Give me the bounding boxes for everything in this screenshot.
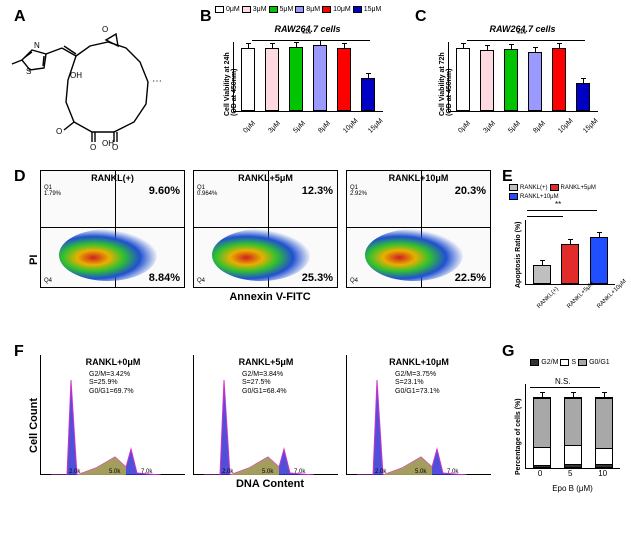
x-tick: 3μM [482, 120, 497, 135]
x-tick: 5 [568, 469, 572, 478]
flow-plot: RANKL(+)Q1 1.79%9.60%8.84%Q4 [40, 170, 185, 288]
bar [590, 237, 608, 284]
stack-segment [534, 447, 550, 465]
bar [265, 48, 279, 111]
histogram-plot: RANKL+0μMG2/M=3.42% S=25.9% G0/G1=69.7%2… [40, 355, 185, 475]
ylabel-e: Apoptosis Ratio (%) [515, 222, 522, 289]
xlabel-d: Annexin V-FITC [40, 291, 500, 303]
x-tick: 15μM [367, 120, 382, 135]
histogram-plot: RANKL+5μMG2/M=3.84% S=27.5% G0/G1=68.4%2… [193, 355, 338, 475]
x-tick: RANKL(+) [536, 293, 553, 310]
svg-text:O: O [56, 127, 62, 136]
histogram-plot: RANKL+10μMG2/M=3.75% S=23.1% G0/G1=73.1%… [346, 355, 491, 475]
x-tick: 0 [538, 469, 542, 478]
svg-text:OH: OH [102, 139, 114, 148]
stacked-bar [533, 397, 551, 468]
bar-chart-72h: RAW264.7 cells *** 0μM3μM5μM8μM10μM15μM … [425, 10, 620, 140]
svg-text:N: N [34, 41, 40, 50]
bar [337, 48, 351, 111]
stack-segment [565, 398, 581, 445]
cell-cycle-histograms: Cell Count RANKL+0μMG2/M=3.42% S=25.9% G… [10, 345, 500, 515]
bar [561, 244, 579, 284]
x-tick: 10μM [557, 120, 572, 135]
x-tick: 5μM [292, 120, 307, 135]
svg-text:2.0k: 2.0k [222, 469, 234, 475]
x-tick: 10μM [342, 120, 357, 135]
x-tick: RANKL+10μM [596, 293, 613, 310]
bar [576, 83, 590, 111]
svg-text:5.0k: 5.0k [109, 469, 121, 475]
svg-text:7.0k: 7.0k [294, 469, 306, 475]
bar [313, 45, 327, 111]
stack-segment [596, 448, 612, 464]
bar [528, 52, 542, 111]
svg-text:5.0k: 5.0k [415, 469, 427, 475]
svg-text:S: S [26, 67, 31, 76]
bar [504, 49, 518, 111]
bar [533, 265, 551, 285]
stack-segment [596, 398, 612, 448]
stack-segment [596, 464, 612, 467]
xlabel-g: Epo B (μM) [525, 484, 620, 493]
ylabel-c: Cell Viability at 72h (OD at 450nm) [439, 52, 453, 116]
sig-c: *** [517, 30, 526, 39]
sig-e: ** [555, 200, 561, 209]
svg-text:2.0k: 2.0k [69, 469, 81, 475]
ylabel-f: Cell Count [28, 398, 40, 453]
flow-plot: RANKL+10μMQ1 2.92%20.3%22.5%Q4 [346, 170, 491, 288]
flow-plot: RANKL+5μMQ1 0.964%12.3%25.3%Q4 [193, 170, 338, 288]
svg-text:⋯: ⋯ [152, 76, 162, 87]
ylabel-g: Percentage of cells (%) [515, 398, 522, 475]
bar [241, 48, 255, 111]
svg-text:O: O [102, 25, 108, 34]
stack-segment [534, 465, 550, 467]
svg-text:5.0k: 5.0k [262, 469, 274, 475]
sig-b: *** [302, 30, 311, 39]
x-tick: 10 [598, 469, 607, 478]
x-tick: 8μM [532, 120, 547, 135]
xlabel-f: DNA Content [40, 478, 500, 490]
molecule-structure: N S O O O O OH OH ⋯ [10, 12, 175, 152]
flow-cytometry-row: PI RANKL(+)Q1 1.79%9.60%8.84%Q4RANKL+5μM… [10, 170, 500, 320]
svg-text:7.0k: 7.0k [447, 469, 459, 475]
legend-item: RANKL+5μM [550, 184, 596, 191]
x-tick: 15μM [582, 120, 597, 135]
stack-segment [534, 398, 550, 446]
x-tick: 8μM [317, 120, 332, 135]
svg-text:2.0k: 2.0k [375, 469, 387, 475]
ylabel-d: PI [28, 255, 40, 265]
stack-segment [565, 445, 581, 464]
stacked-bar [564, 397, 582, 468]
x-tick: 0μM [457, 120, 472, 135]
legend-item: RANKL+10μM [509, 193, 559, 200]
svg-text:OH: OH [70, 71, 82, 80]
x-tick: 3μM [267, 120, 282, 135]
stacked-bar [595, 397, 613, 468]
x-tick: 5μM [507, 120, 522, 135]
apoptosis-bar-chart: RANKL(+)RANKL+5μMRANKL+10μM ** RANKL(+)R… [505, 170, 625, 320]
bar [552, 48, 566, 111]
legend-item: G2/M [530, 359, 558, 366]
stack-segment [565, 464, 581, 467]
bar [361, 78, 375, 111]
bar-chart-24h: RAW264.7 cells *** 0μM3μM5μM8μM10μM15μM … [210, 10, 405, 140]
svg-text:O: O [90, 143, 96, 152]
bar [289, 47, 303, 111]
svg-text:7.0k: 7.0k [141, 469, 153, 475]
cell-cycle-stacked-bar: G2/MSG0/G1 N.S. 0510 Epo B (μM) Percenta… [505, 345, 625, 515]
legend-item: RANKL(+) [509, 184, 548, 191]
legend-item: G0/G1 [578, 359, 610, 366]
legend-item: S [560, 359, 576, 366]
x-tick: RANKL+5μM [566, 293, 583, 310]
x-tick: 0μM [242, 120, 257, 135]
bar [480, 50, 494, 111]
bar [456, 48, 470, 111]
ylabel-b: Cell Viability at 24h (OD at 450nm) [224, 52, 238, 116]
